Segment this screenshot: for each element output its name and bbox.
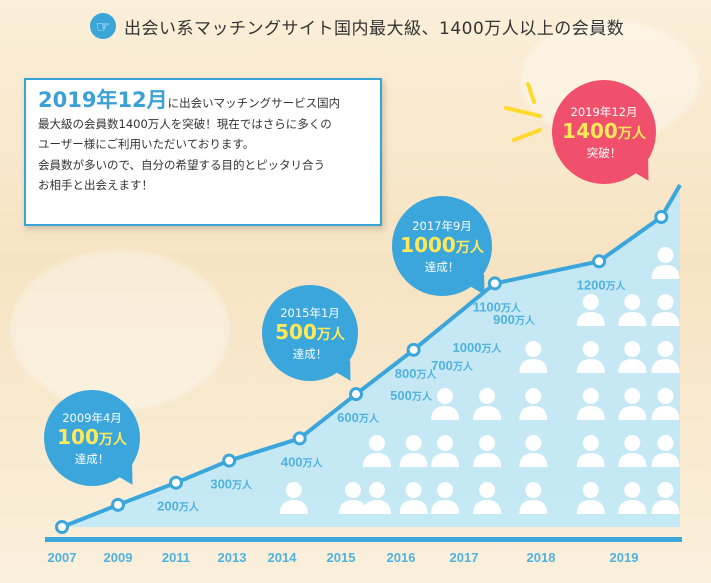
data-point-marker bbox=[55, 520, 69, 534]
person-icon bbox=[519, 482, 548, 514]
milestone-bubble-2009: 2009年4月 100万人 達成！ bbox=[44, 390, 140, 486]
header: ☞ 出会い系マッチングサイト国内最大級、1400万人以上の会員数 bbox=[90, 10, 624, 42]
x-tick-label: 2014 bbox=[268, 550, 298, 565]
data-label: 1100万人 bbox=[473, 299, 522, 314]
person-icon bbox=[576, 435, 605, 467]
person-icon bbox=[519, 388, 548, 420]
data-label: 1000万人 bbox=[453, 340, 503, 355]
data-point-marker bbox=[592, 254, 607, 269]
person-icon bbox=[473, 482, 502, 514]
person-icon bbox=[519, 435, 548, 467]
person-icon bbox=[651, 341, 680, 373]
info-date: 2019年12月 bbox=[38, 88, 168, 112]
x-tick-label: 2013 bbox=[218, 550, 247, 565]
data-point-marker bbox=[111, 497, 125, 512]
milestone-unit: 万人 bbox=[617, 125, 646, 142]
x-tick-label: 2016 bbox=[387, 550, 416, 565]
person-icon bbox=[399, 482, 428, 514]
milestone-value: 500 bbox=[275, 319, 317, 344]
data-point-marker bbox=[406, 342, 421, 357]
person-icon bbox=[618, 294, 647, 326]
milestone-date: 2009年4月 bbox=[62, 410, 122, 425]
milestone-value: 1000 bbox=[400, 232, 456, 257]
milestone-unit: 万人 bbox=[98, 431, 127, 448]
x-tick-label: 2019 bbox=[610, 550, 639, 565]
data-label: 300万人 bbox=[210, 477, 253, 492]
data-label: 200万人 bbox=[157, 499, 200, 514]
person-icon bbox=[576, 341, 605, 373]
milestone-date: 2017年9月 bbox=[412, 218, 472, 233]
milestone-note: 達成！ bbox=[74, 451, 110, 466]
data-label: 600万人 bbox=[337, 410, 380, 425]
info-line-1: に出会いマッチングサービス国内 bbox=[167, 96, 341, 110]
data-label: 400万人 bbox=[281, 454, 324, 469]
info-line-4: 会員数が多いので、自分の希望する目的とピッタリ合う bbox=[38, 157, 326, 172]
info-line-2: 最大級の会員数1400万人を突破！現在ではさらに多くの bbox=[38, 116, 332, 131]
info-line-3: ユーザー様にご利用いただいております。 bbox=[38, 137, 255, 151]
person-icon bbox=[473, 435, 502, 467]
data-point-marker bbox=[487, 276, 502, 291]
data-point-marker bbox=[654, 210, 669, 224]
person-icon bbox=[651, 247, 680, 279]
milestone-date: 2019年12月 bbox=[570, 104, 638, 119]
milestone-date: 2015年1月 bbox=[280, 305, 340, 320]
milestone-note: 突破！ bbox=[586, 145, 622, 160]
milestone-note: 達成！ bbox=[292, 346, 328, 361]
person-icon bbox=[431, 388, 460, 420]
person-icon bbox=[363, 435, 391, 467]
info-box: 2019年12月に出会いマッチングサービス国内 最大級の会員数1400万人を突破… bbox=[24, 78, 382, 226]
person-icon bbox=[576, 388, 605, 420]
milestone-bubble-2017: 2017年9月 1000万人 達成！ bbox=[392, 196, 492, 296]
person-icon bbox=[618, 388, 647, 420]
person-icon bbox=[399, 435, 428, 467]
person-icon bbox=[279, 482, 308, 514]
person-icon bbox=[431, 482, 460, 514]
data-point-marker bbox=[292, 431, 307, 446]
data-label: 500万人 bbox=[390, 388, 433, 403]
person-icon bbox=[576, 294, 605, 326]
person-icon bbox=[618, 435, 647, 467]
x-tick-label: 2017 bbox=[450, 550, 479, 565]
person-icon bbox=[618, 341, 647, 373]
data-label: 900万人 bbox=[493, 312, 536, 327]
person-icon bbox=[519, 341, 548, 373]
pointing-hand-icon: ☞ bbox=[90, 13, 116, 39]
person-icon bbox=[473, 388, 502, 420]
data-point-marker bbox=[169, 475, 183, 490]
data-label: 800万人 bbox=[395, 366, 438, 381]
milestone-unit: 万人 bbox=[316, 326, 345, 343]
x-tick-label: 2011 bbox=[162, 550, 190, 565]
person-icon bbox=[363, 482, 391, 514]
page-title: 出会い系マッチングサイト国内最大級、1400万人以上の会員数 bbox=[124, 18, 625, 39]
x-axis-line bbox=[45, 537, 682, 542]
person-icon bbox=[651, 482, 680, 514]
milestone-unit: 万人 bbox=[455, 239, 484, 256]
person-icon bbox=[651, 388, 680, 420]
milestone-value: 100 bbox=[57, 424, 99, 449]
person-icon bbox=[576, 482, 605, 514]
data-label: 700万人 bbox=[431, 358, 474, 373]
person-icon bbox=[339, 482, 367, 514]
x-tick-label: 2009 bbox=[104, 550, 133, 565]
milestone-bubble-2015: 2015年1月 500万人 達成！ bbox=[262, 285, 358, 381]
info-line-5: お相手と出会えます！ bbox=[38, 178, 153, 192]
person-icon bbox=[431, 435, 460, 467]
milestone-bubble-2019: 2019年12月 1400万人 突破！ bbox=[552, 80, 656, 184]
milestone-value: 1400 bbox=[562, 118, 618, 143]
data-point-marker bbox=[222, 453, 237, 468]
person-icon bbox=[618, 482, 647, 514]
x-tick-label: 2018 bbox=[527, 550, 556, 565]
milestone-note: 達成！ bbox=[424, 259, 460, 274]
x-tick-label: 2007 bbox=[48, 550, 77, 565]
person-icon bbox=[651, 294, 680, 326]
person-icon bbox=[651, 435, 680, 467]
data-label: 1200万人 bbox=[577, 277, 627, 292]
burst-lines-icon bbox=[504, 82, 542, 142]
x-tick-label: 2015 bbox=[327, 550, 356, 565]
data-point-marker bbox=[349, 387, 363, 402]
